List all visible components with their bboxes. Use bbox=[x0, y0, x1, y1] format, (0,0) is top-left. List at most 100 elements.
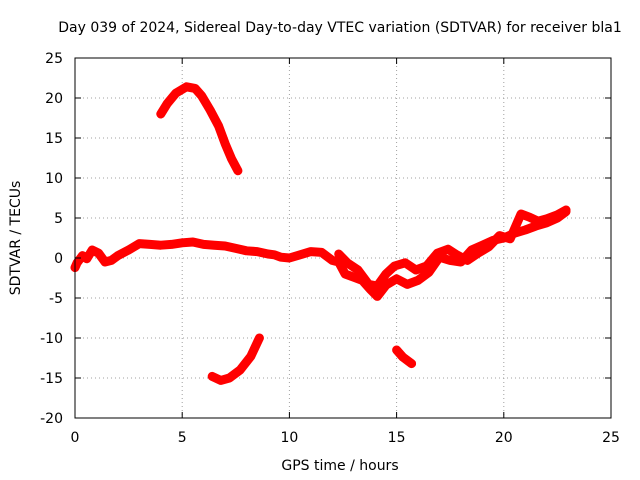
data-point bbox=[171, 89, 180, 98]
data-point bbox=[521, 226, 530, 234]
x-tick-label: 0 bbox=[71, 430, 80, 446]
series-band bbox=[156, 82, 243, 176]
data-point bbox=[401, 258, 410, 267]
data-point bbox=[334, 250, 343, 258]
data-point bbox=[516, 210, 525, 218]
data-point bbox=[88, 246, 97, 254]
data-point bbox=[446, 256, 455, 265]
data-point bbox=[399, 353, 408, 362]
series-band bbox=[334, 205, 571, 291]
y-tick-label: -10 bbox=[40, 331, 63, 347]
data-point bbox=[444, 245, 453, 254]
data-point bbox=[182, 82, 191, 91]
data-point bbox=[214, 122, 223, 130]
data-point bbox=[78, 251, 87, 260]
data-point bbox=[390, 262, 399, 270]
y-tick-label: -15 bbox=[40, 371, 63, 387]
data-point bbox=[270, 250, 279, 259]
data-point bbox=[210, 241, 219, 250]
data-point bbox=[407, 359, 416, 368]
data-point bbox=[253, 247, 262, 256]
data-point bbox=[317, 248, 326, 257]
data-point bbox=[484, 242, 493, 251]
data-point bbox=[255, 334, 264, 342]
data-point bbox=[392, 346, 401, 354]
data-point bbox=[73, 258, 82, 267]
data-point bbox=[422, 262, 431, 270]
y-tick-label: 20 bbox=[45, 91, 63, 107]
data-point bbox=[349, 273, 358, 282]
data-point bbox=[411, 266, 420, 274]
data-point bbox=[113, 251, 122, 260]
data-point bbox=[452, 250, 461, 259]
x-tick-label: 15 bbox=[388, 430, 406, 446]
data-point bbox=[135, 239, 144, 248]
data-point bbox=[156, 241, 165, 250]
data-point bbox=[392, 274, 401, 283]
axes: 0 5 10 15 20 25 -20 -15 -10 -5 0 5 10 15 20 25 bbox=[40, 51, 620, 446]
series-group bbox=[70, 207, 571, 301]
data-point bbox=[306, 247, 315, 256]
y-tick-label: -20 bbox=[40, 411, 63, 427]
data-point bbox=[208, 372, 217, 381]
data-point bbox=[263, 250, 272, 258]
data-point bbox=[236, 366, 245, 374]
y-tick-label: 15 bbox=[45, 131, 63, 147]
data-point bbox=[146, 240, 155, 249]
data-point bbox=[525, 213, 534, 222]
data-point bbox=[227, 154, 236, 163]
y-tick-label: -5 bbox=[49, 291, 63, 307]
data-point bbox=[163, 99, 172, 108]
data-point bbox=[474, 249, 483, 258]
data-point bbox=[101, 258, 110, 266]
x-axis-label: GPS time / hours bbox=[281, 458, 398, 474]
series-band bbox=[207, 333, 264, 385]
data-point bbox=[242, 246, 251, 255]
x-tick-label: 5 bbox=[178, 430, 187, 446]
y-tick-label: 25 bbox=[45, 51, 63, 67]
data-point bbox=[534, 217, 543, 226]
data-point bbox=[373, 282, 382, 290]
data-point bbox=[199, 240, 208, 249]
y-tick-label: 0 bbox=[54, 251, 63, 267]
data-point bbox=[354, 266, 363, 274]
data-point bbox=[553, 210, 562, 219]
chart-title: Day 039 of 2024, Sidereal Day-to-day VTE… bbox=[58, 20, 621, 36]
series-group bbox=[392, 345, 417, 369]
y-tick-label: 5 bbox=[54, 211, 63, 227]
data-point bbox=[542, 214, 551, 223]
data-point bbox=[343, 258, 352, 267]
plot-frame bbox=[74, 57, 612, 419]
data-point bbox=[233, 166, 242, 175]
data-point bbox=[206, 106, 215, 114]
data-point bbox=[216, 376, 225, 385]
data-point bbox=[561, 206, 570, 214]
data-point bbox=[433, 249, 442, 258]
data-point bbox=[94, 249, 103, 258]
data-point bbox=[276, 253, 285, 262]
data-point bbox=[373, 292, 382, 301]
data-point bbox=[364, 280, 373, 289]
series-group bbox=[156, 82, 243, 176]
series-group bbox=[207, 333, 264, 385]
series-group bbox=[334, 205, 571, 291]
data-point bbox=[167, 240, 176, 249]
x-tick-label: 20 bbox=[495, 430, 513, 446]
data-point bbox=[246, 352, 255, 361]
data-point bbox=[403, 280, 412, 289]
y-tick-label: 10 bbox=[45, 171, 63, 187]
data-point bbox=[381, 270, 390, 278]
data-point bbox=[328, 256, 337, 265]
data-point bbox=[82, 254, 91, 263]
data-point bbox=[191, 84, 200, 93]
data-point bbox=[156, 110, 165, 118]
data-point bbox=[296, 250, 305, 259]
data-point bbox=[285, 254, 294, 262]
data-point bbox=[225, 374, 234, 382]
x-tick-label: 10 bbox=[280, 430, 298, 446]
data-point bbox=[495, 231, 504, 240]
grid bbox=[75, 58, 611, 418]
series-band bbox=[70, 207, 571, 301]
data-point bbox=[463, 256, 472, 265]
